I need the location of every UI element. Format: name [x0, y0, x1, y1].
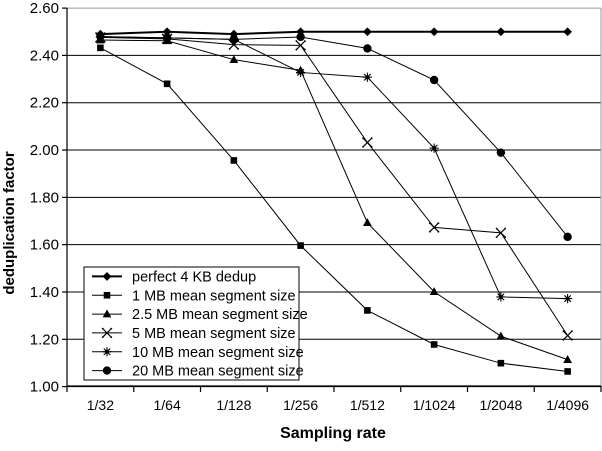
svg-text:Sampling rate: Sampling rate: [280, 425, 386, 442]
svg-text:20 MB mean segment size: 20 MB mean segment size: [132, 364, 304, 380]
svg-text:1.80: 1.80: [30, 189, 59, 206]
svg-text:1/512: 1/512: [350, 397, 385, 413]
svg-text:5 MB mean segment size: 5 MB mean segment size: [132, 326, 296, 342]
svg-text:2.60: 2.60: [30, 0, 59, 17]
svg-text:1/128: 1/128: [216, 397, 251, 413]
svg-text:1.20: 1.20: [30, 331, 59, 348]
svg-text:1/64: 1/64: [153, 397, 180, 413]
svg-text:1/256: 1/256: [283, 397, 318, 413]
svg-text:2.40: 2.40: [30, 47, 59, 64]
svg-text:1 MB mean segment size: 1 MB mean segment size: [132, 288, 296, 304]
svg-text:deduplication factor: deduplication factor: [1, 151, 18, 295]
svg-text:1.00: 1.00: [30, 379, 59, 396]
svg-text:1/32: 1/32: [87, 397, 114, 413]
svg-text:1.40: 1.40: [30, 284, 59, 301]
svg-text:1/4096: 1/4096: [546, 397, 589, 413]
svg-text:perfect 4 KB dedup: perfect 4 KB dedup: [132, 269, 256, 285]
svg-text:1.60: 1.60: [30, 237, 59, 254]
svg-text:2.20: 2.20: [30, 95, 59, 112]
svg-text:2.5 MB mean segment size: 2.5 MB mean segment size: [132, 307, 308, 323]
svg-text:10 MB mean segment size: 10 MB mean segment size: [132, 345, 304, 361]
svg-text:1/1024: 1/1024: [413, 397, 456, 413]
svg-text:1/2048: 1/2048: [479, 397, 522, 413]
svg-text:2.00: 2.00: [30, 142, 59, 159]
